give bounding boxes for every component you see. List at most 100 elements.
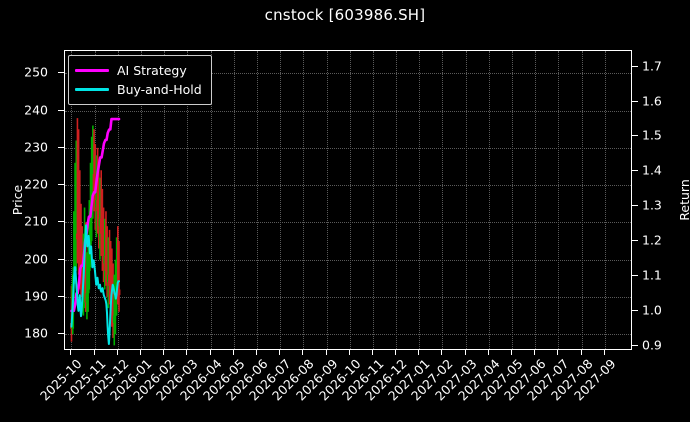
- candlestick-body: [117, 289, 121, 296]
- y-tick-mark-left: [58, 221, 64, 223]
- x-tick-mark: [116, 350, 118, 355]
- candlestick-body: [84, 274, 88, 303]
- gridline-horizontal: [65, 185, 631, 187]
- legend-label-ai-strategy: AI Strategy: [117, 63, 187, 78]
- candlestick-body: [110, 296, 114, 312]
- legend-item-ai-strategy[interactable]: AI Strategy: [75, 61, 202, 80]
- candlestick-body: [87, 244, 91, 271]
- candlestick-body: [96, 200, 100, 212]
- x-tick-mark: [510, 350, 512, 355]
- y-tick-label-left: 190: [24, 288, 48, 304]
- gridline-horizontal: [65, 334, 631, 336]
- candlestick-body: [100, 233, 104, 253]
- gridline-vertical: [303, 51, 305, 349]
- gridline-vertical: [280, 51, 282, 349]
- y-tick-mark-right: [632, 275, 638, 276]
- y-tick-label-left: 240: [24, 102, 48, 118]
- x-tick-mark: [255, 350, 257, 355]
- x-tick-mark: [441, 350, 443, 355]
- gridline-vertical: [210, 51, 212, 349]
- y-tick-mark-right: [632, 344, 638, 346]
- series-line-ai-strategy: [70, 117, 121, 313]
- y-tick-mark-right: [632, 309, 638, 311]
- candlestick-body: [99, 218, 103, 234]
- x-tick-mark: [93, 350, 95, 355]
- y-tick-mark-left: [58, 109, 64, 111]
- gridline-horizontal: [65, 222, 631, 224]
- x-tick-mark: [209, 350, 211, 355]
- y-tick-label-left: 210: [24, 213, 48, 229]
- x-tick-mark: [487, 350, 489, 355]
- y-tick-mark-right: [632, 240, 638, 242]
- y-tick-label-right: 0.9: [642, 337, 662, 353]
- gridline-horizontal: [65, 296, 631, 298]
- y-tick-label-right: 1.6: [642, 93, 662, 109]
- gridline-vertical: [511, 51, 513, 349]
- y-tick-mark-left: [58, 184, 64, 186]
- y-tick-mark-right: [632, 100, 638, 102]
- line-series-layer: [70, 117, 121, 346]
- y-axis-label-left: Price: [9, 184, 25, 216]
- x-tick-mark: [418, 350, 420, 355]
- candlestick-body: [73, 248, 77, 268]
- x-tick-mark: [557, 350, 559, 355]
- x-tick-mark: [232, 350, 234, 355]
- x-tick-mark: [302, 350, 304, 355]
- y-tick-label-right: 1.2: [642, 232, 662, 248]
- y-tick-label-right: 1.4: [642, 162, 662, 178]
- y-tick-label-right: 1.0: [642, 302, 662, 318]
- candlestick-body: [92, 173, 96, 197]
- candlestick-body: [85, 293, 89, 303]
- chart-title: cnstock [603986.SH]: [264, 6, 426, 24]
- gridline-vertical: [558, 51, 560, 349]
- gridline-horizontal: [65, 147, 631, 149]
- gridline-vertical: [419, 51, 421, 349]
- candlestick-body: [89, 214, 92, 245]
- legend-item-buy-and-hold[interactable]: Buy-and-Hold: [75, 80, 202, 99]
- y-tick-label-right: 1.5: [642, 127, 662, 143]
- x-tick-mark: [603, 350, 605, 355]
- gridline-vertical: [233, 51, 235, 349]
- gridline-vertical: [581, 51, 583, 349]
- gridline-vertical: [326, 51, 328, 349]
- candlestick-body: [112, 315, 116, 324]
- gridline-vertical: [604, 51, 606, 349]
- y-tick-mark-left: [58, 146, 64, 148]
- y-tick-mark-left: [58, 295, 64, 297]
- candlestick-body: [78, 259, 82, 271]
- x-tick-mark: [186, 350, 188, 355]
- x-tick-mark: [395, 350, 397, 355]
- y-tick-label-left: 220: [24, 176, 48, 192]
- series-line-buy-and-hold: [70, 224, 121, 346]
- x-tick-mark: [279, 350, 281, 355]
- gridline-vertical: [465, 51, 467, 349]
- y-tick-mark-right: [632, 65, 638, 67]
- gridline-vertical: [256, 51, 258, 349]
- x-tick-mark: [534, 350, 536, 355]
- candlestick-body: [77, 239, 81, 260]
- x-tick-mark: [140, 350, 142, 355]
- x-tick-mark: [371, 350, 373, 355]
- y-tick-mark-left: [58, 72, 64, 74]
- candlestick-body: [104, 255, 108, 271]
- y-tick-mark-right: [632, 135, 638, 137]
- gridline-vertical: [396, 51, 398, 349]
- candlestick-body: [76, 233, 79, 240]
- y-tick-mark-right: [632, 170, 638, 172]
- y-tick-label-left: 180: [24, 325, 48, 341]
- y-tick-label-left: 250: [24, 64, 48, 80]
- gridline-horizontal: [65, 259, 631, 261]
- x-tick-mark: [163, 350, 165, 355]
- candlestick-body: [108, 274, 111, 286]
- y-tick-label-right: 1.1: [642, 267, 662, 283]
- y-tick-mark-left: [58, 258, 64, 260]
- candlestick-body: [79, 270, 83, 290]
- y-tick-mark-left: [58, 333, 64, 335]
- series-layer: [70, 117, 121, 346]
- y-tick-label-left: 230: [24, 139, 48, 155]
- y-tick-label-right: 1.3: [642, 197, 662, 213]
- gridline-vertical: [117, 51, 119, 349]
- candlestick-body: [114, 293, 117, 316]
- x-tick-mark: [580, 350, 582, 355]
- gridline-vertical: [442, 51, 444, 349]
